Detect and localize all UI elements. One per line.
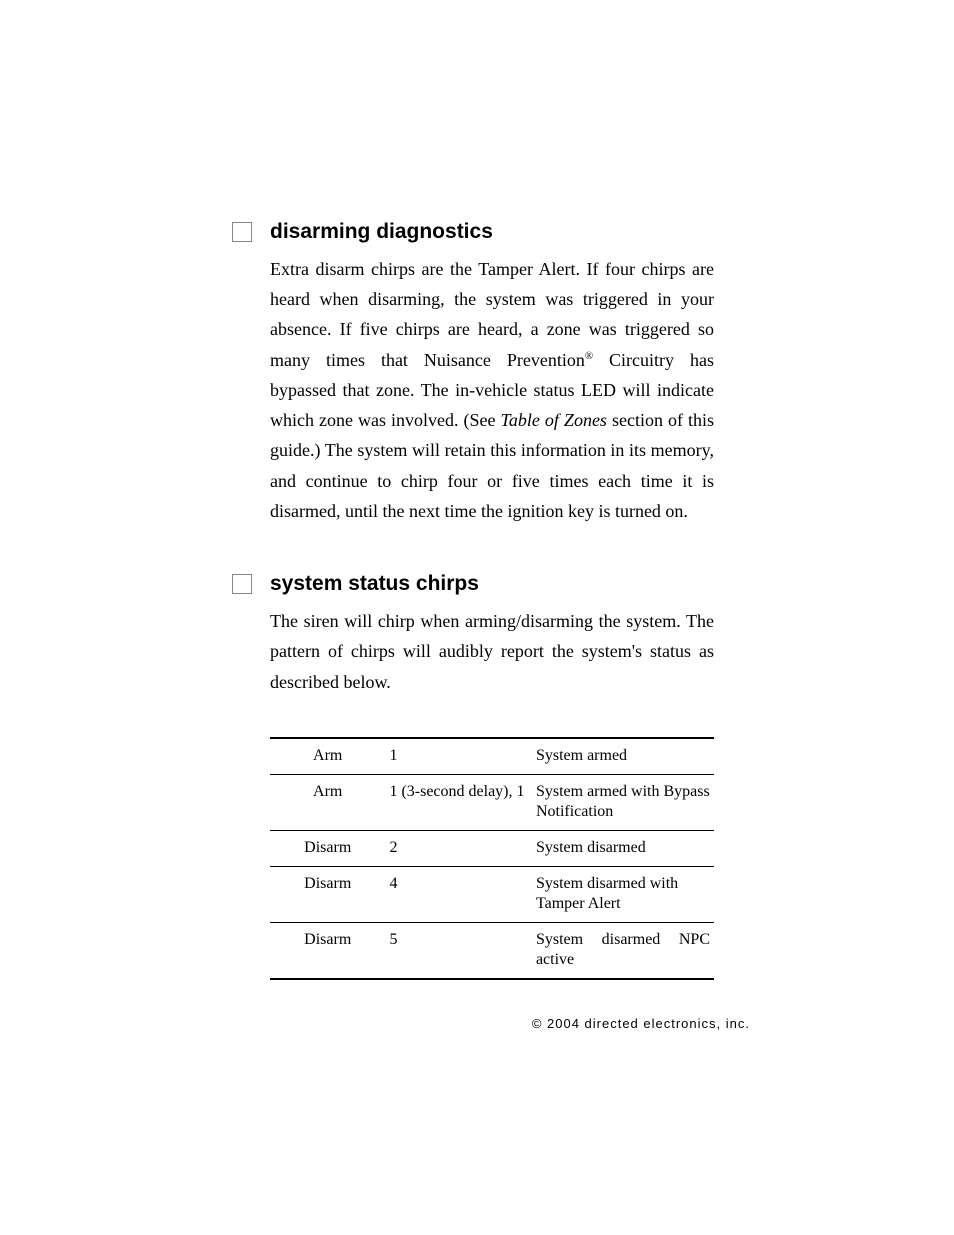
cell-chirps: 2 (385, 830, 532, 866)
table-row: Arm 1 (3-second delay), 1 System armed w… (270, 774, 714, 830)
table-row: Disarm 5 System disarmed NPC active (270, 922, 714, 979)
cell-desc: System armed with Bypass Notification (532, 774, 714, 830)
cell-action: Disarm (270, 830, 385, 866)
bullet-square-icon (232, 222, 252, 242)
table-row: Arm 1 System armed (270, 738, 714, 775)
registered-mark: ® (585, 350, 593, 362)
cell-desc: System disarmed with Tamper Alert (532, 866, 714, 922)
bullet-square-icon (232, 574, 252, 594)
cell-desc: System disarmed NPC active (532, 922, 714, 979)
table-row: Disarm 2 System disarmed (270, 830, 714, 866)
chirp-status-table: Arm 1 System armed Arm 1 (3-second delay… (270, 737, 714, 980)
table-row: Disarm 4 System disarmed with Tamper Ale… (270, 866, 714, 922)
section-header: system status chirps (232, 572, 714, 596)
section-system-status-chirps: system status chirps The siren will chir… (270, 572, 714, 980)
copyright-footer: © 2004 directed electronics, inc. (532, 1016, 750, 1031)
cell-chirps: 4 (385, 866, 532, 922)
cell-action: Arm (270, 774, 385, 830)
section-title: disarming diagnostics (270, 220, 493, 244)
section-header: disarming diagnostics (232, 220, 714, 244)
section-disarming-diagnostics: disarming diagnostics Extra disarm chirp… (270, 220, 714, 526)
cell-action: Disarm (270, 866, 385, 922)
section-body: Extra disarm chirps are the Tamper Alert… (270, 254, 714, 526)
cell-chirps: 1 (385, 738, 532, 775)
section-body: The siren will chirp when arming/disarmi… (270, 606, 714, 697)
cell-chirps: 1 (3-second delay), 1 (385, 774, 532, 830)
cell-action: Arm (270, 738, 385, 775)
table-of-zones-reference: Table of Zones (501, 410, 607, 430)
cell-desc: System armed (532, 738, 714, 775)
cell-chirps: 5 (385, 922, 532, 979)
cell-action: Disarm (270, 922, 385, 979)
section-title: system status chirps (270, 572, 479, 596)
cell-desc: System disarmed (532, 830, 714, 866)
